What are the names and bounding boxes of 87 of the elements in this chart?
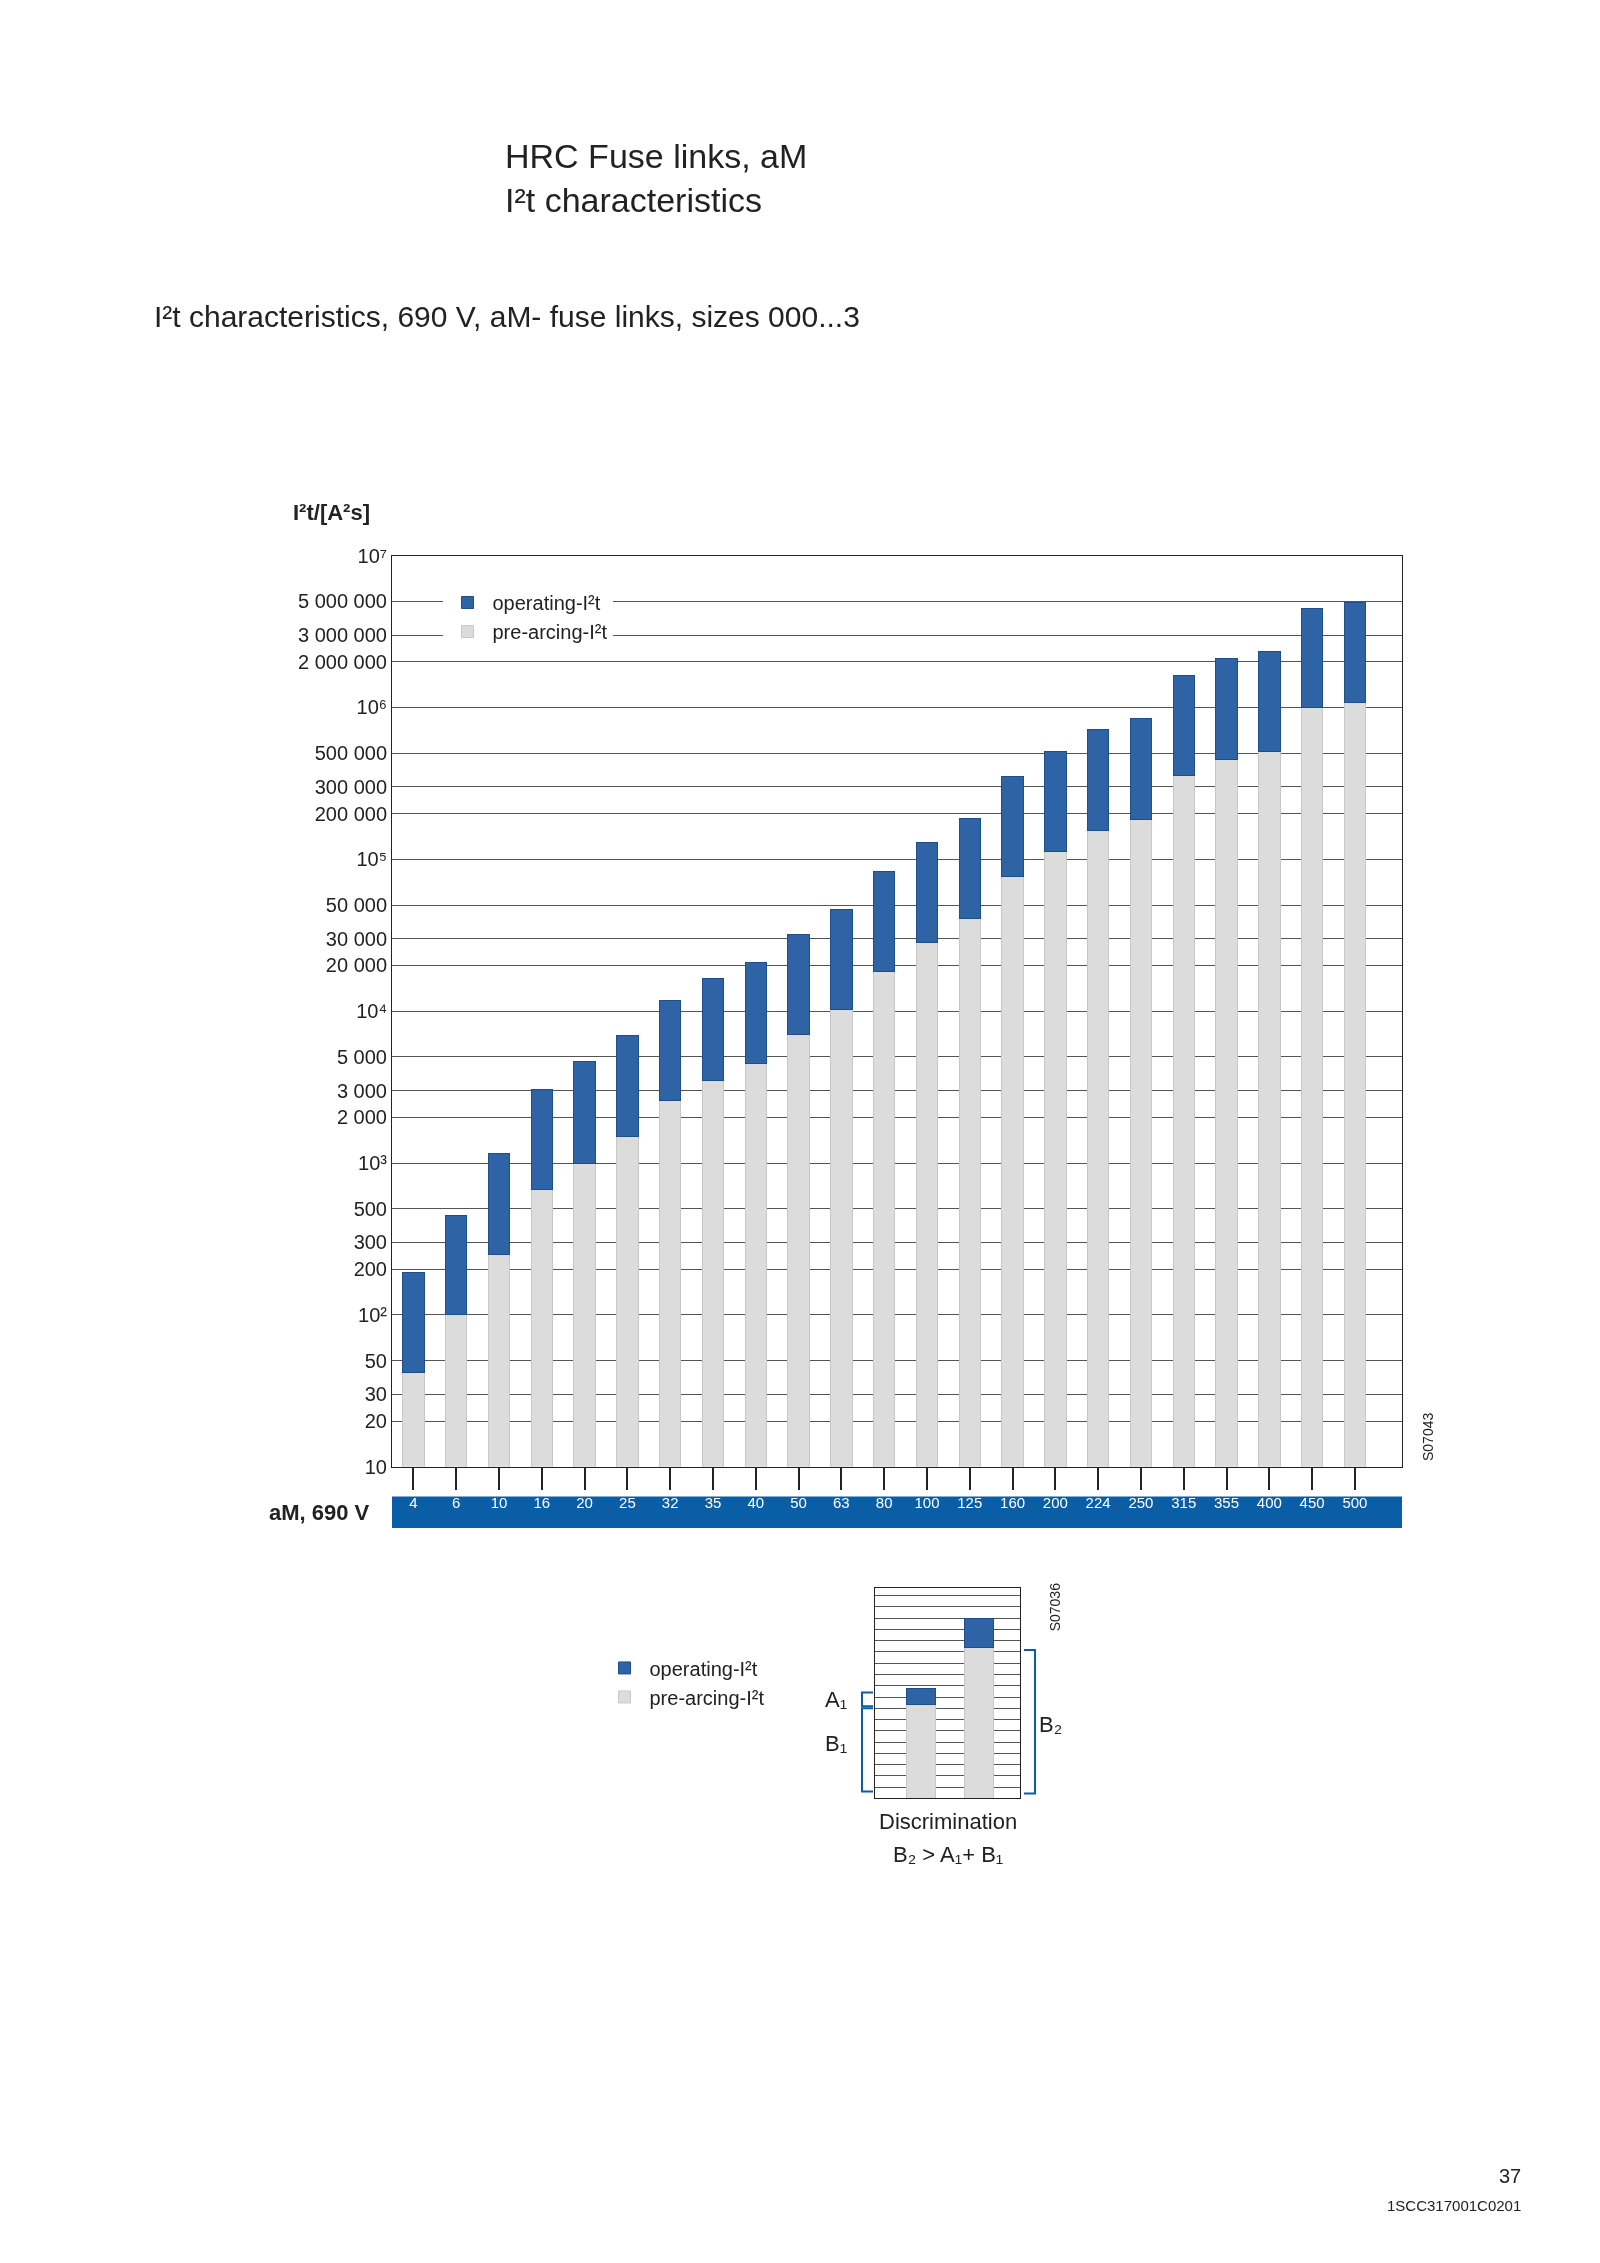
x-tick-label: 500 [1342,1493,1368,1511]
bar [1215,658,1238,760]
bar [1086,729,1110,832]
bar [964,1617,995,1648]
x-tick-label: 32 [661,1493,679,1511]
bar [1001,775,1024,878]
y-tick-label: 10³ [358,1152,388,1175]
text: A₁ [825,1687,848,1712]
y-tick-label: 5 000 [336,1045,387,1068]
y-tick-label: 3 000 000 [298,624,387,647]
bar [1343,601,1367,703]
bar [658,999,682,1101]
x-tick-label: 200 [1042,1493,1068,1511]
x-tick-label: 50 [790,1493,807,1511]
x-tick-label: 315 [1171,1493,1197,1511]
x-axis-title: aM, 690 V [269,1500,370,1525]
y-tick-label: 200 000 [314,802,387,825]
bar [964,1646,995,1799]
bar [1300,607,1324,708]
x-tick-label: 125 [957,1493,983,1511]
y-tick-label: 10 [364,1455,387,1478]
text: B₂ [1039,1712,1063,1737]
x-tick-label: 10 [490,1493,508,1511]
bar [744,962,767,1065]
y-tick-label: 200 [353,1258,387,1281]
x-tick-label: 16 [533,1493,551,1511]
bar [1129,717,1153,820]
y-tick-label: 10⁶ [356,696,387,719]
y-tick-label: 50 000 [325,894,387,917]
x-tick-label: 6 [452,1493,461,1511]
y-tick-label: 10² [358,1303,388,1326]
x-tick-label: 80 [875,1493,893,1511]
legend-label: operating-I²t [649,1657,758,1680]
y-tick-label: 2 000 [336,1106,387,1129]
y-tick-label: 10⁷ [357,544,387,567]
bar [872,870,896,973]
y-tick-label: 10⁴ [356,1000,387,1023]
text: 37 [1499,2165,1522,2187]
bar [1172,674,1195,777]
x-tick-label: 4 [409,1493,418,1511]
x-tick-label: 100 [914,1493,940,1511]
legend-label: pre-arcing-I²t [492,621,608,644]
bar [915,841,939,943]
x-tick-label: 35 [704,1493,722,1511]
bar [958,817,981,919]
bar [701,978,725,1081]
y-tick-label: 3 000 [336,1079,387,1102]
y-tick-label: 5 000 000 [298,590,387,613]
legend-label: operating-I²t [492,592,601,615]
y-tick-label: 500 000 [314,742,387,765]
text: S07043 [1420,1412,1436,1461]
x-tick-label: 25 [619,1493,636,1511]
text: B₂ > A₁+ B₁ [893,1842,1004,1867]
bar [787,934,810,1036]
x-tick-label: 63 [833,1493,850,1511]
y-axis-title: I²t/[A²s] [293,500,370,525]
chart-title: HRC Fuse links, aM I²t characteristics [505,137,808,220]
bar [1044,750,1067,852]
bar [1258,650,1281,753]
text: S07036 [1046,1582,1063,1632]
x-tick-label: 40 [747,1493,765,1511]
x-tick-label: 224 [1085,1493,1111,1511]
x-tick-label: 160 [1000,1493,1026,1511]
text: B₁ [825,1731,848,1756]
y-tick-label: 30 000 [325,927,387,950]
legend-label: pre-arcing-I²t [649,1686,765,1709]
x-axis-title: Discrimination [879,1809,1018,1834]
x-tick-label: 400 [1256,1493,1282,1511]
y-tick-label: 50 [364,1349,387,1372]
bar [616,1035,639,1137]
x-tick-label: 355 [1214,1493,1240,1511]
y-tick-label: 2 000 000 [298,650,387,673]
y-tick-label: 20 000 [325,954,387,977]
y-tick-label: 500 [353,1197,387,1220]
y-tick-label: 300 [353,1231,387,1254]
bar [906,1687,937,1706]
bar [830,908,853,1011]
y-tick-label: 300 000 [314,775,387,798]
x-tick-label: 250 [1128,1493,1154,1511]
x-tick-label: 450 [1299,1493,1325,1511]
y-tick-label: 20 [364,1410,387,1432]
y-tick-label: 30 [364,1383,387,1406]
text: 1SCC317001C0201 [1387,2197,1522,2214]
y-tick-label: 10⁵ [356,848,387,871]
x-tick-label: 20 [576,1493,593,1511]
chart-subtitle: I²t characteristics, 690 V, aM- fuse links, sizes 000...3 [154,300,860,333]
bar [906,1704,937,1799]
